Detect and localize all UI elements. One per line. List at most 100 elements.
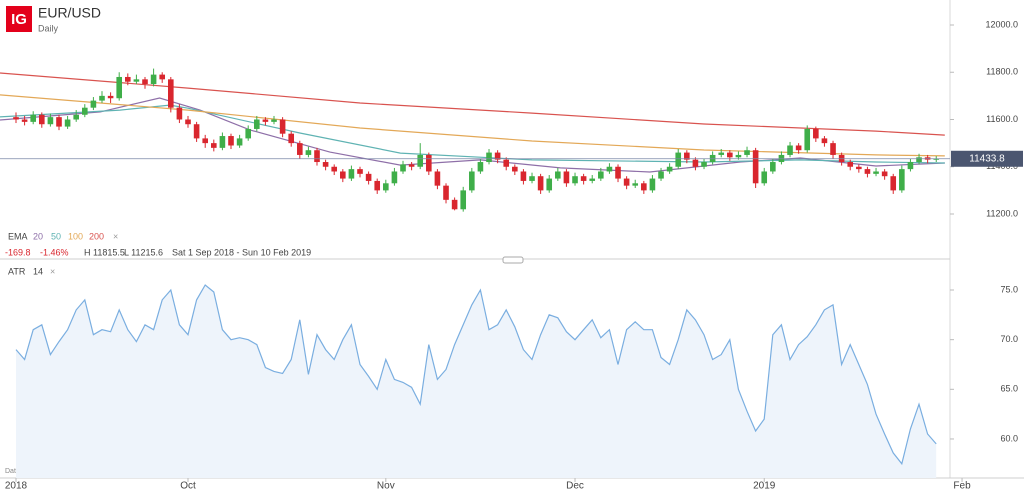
indicator-label: EMA [8,231,28,241]
candle-body [486,152,492,163]
candle-body [598,171,604,179]
candle-body [718,152,725,155]
candle-body [675,152,682,167]
candle-body [107,95,114,99]
x-tick-label: Dec [566,481,584,492]
candle-body [555,171,561,179]
y-tick-label: 65.0 [1000,384,1018,394]
candle-body [228,136,234,146]
candle-body [752,150,759,184]
last-price-label: 11433.8 [969,153,1005,164]
change-pct: -1.46% [40,247,69,257]
candle-body [331,166,338,172]
candle-body [150,74,157,85]
ema-line [0,72,945,136]
candle-body [451,199,458,210]
candle-body [666,166,673,172]
candle-body [279,119,286,134]
candle-body [245,128,252,139]
candle-body [727,152,733,158]
candle-body [408,164,415,167]
remove-indicator[interactable]: × [113,231,118,241]
candle-body [322,162,329,167]
candle-body [916,157,922,163]
candle-body [770,162,776,172]
high: H 11815.5 [84,247,125,257]
candle-body [537,176,544,191]
candle-body [21,119,28,122]
logo: IG [11,11,27,28]
candle-body [658,171,664,179]
date-range: Sat 1 Sep 2018 - Sun 10 Feb 2019 [172,247,311,257]
indicator-label: ATR [8,266,26,276]
candle-body [632,183,639,186]
candle-body [623,178,630,186]
candle-body [357,169,363,174]
logo-box [6,6,32,32]
last-price-box [951,150,1023,167]
candle-body [899,169,905,191]
low: L 11215.6 [124,247,163,257]
candle-body [443,185,449,200]
candle-body [254,119,260,129]
y-tick-label: 11800.0 [986,67,1018,77]
x-tick-label: 2018 [5,481,28,492]
candle-body [340,171,346,179]
candle-body [133,79,140,82]
candle-body [563,171,570,184]
candle-body [116,76,123,99]
resize-handle[interactable] [502,256,524,264]
candle-body [90,100,97,108]
symbol: EUR/USD [38,5,101,21]
candle-body [314,150,320,163]
legend-entry: 20 [33,231,43,241]
candle-body [13,117,19,120]
candle-body [99,95,105,101]
candle-body [348,169,355,179]
interval: Daily [38,23,59,33]
candle-body [64,119,71,127]
candle-body [219,136,226,148]
y-tick-label: 11200.0 [986,208,1018,218]
candle-body [30,114,36,122]
candle-body [589,178,596,181]
candle-body [297,143,303,155]
candle-body [176,107,183,120]
candle-body [890,176,897,191]
remove-indicator[interactable]: × [50,266,55,276]
candle-body [701,162,707,167]
legend-entry: 200 [89,231,104,241]
atr-area [16,285,937,478]
candle-body [47,117,54,125]
change: -169.8 [5,247,31,257]
candle-body [202,138,209,144]
candle-body [606,166,613,172]
candle-body [305,150,312,155]
candle-body [546,178,553,191]
candle-body [761,171,768,184]
candle-body [494,152,501,160]
candle-body [56,117,62,127]
x-tick-label: Oct [180,481,196,492]
candle-body [193,124,200,139]
candle-body [477,162,484,172]
candle-body [73,114,79,120]
candle-body [641,183,647,191]
candle-body [503,159,510,167]
candle-body [512,166,518,172]
y-tick-label: 60.0 [1000,433,1018,443]
candle-body [460,190,467,210]
candle-body [580,176,587,181]
candle-body [159,74,166,80]
candle-body [735,154,742,158]
candle-body [288,133,295,144]
candle-body [572,176,578,184]
y-tick-label: 70.0 [1000,334,1018,344]
candle-body [365,173,372,181]
indicator-period: 14 [33,266,43,276]
candle-body [864,169,871,174]
candle-body [434,171,441,186]
candle-body [830,143,836,155]
candle-body [417,154,424,167]
